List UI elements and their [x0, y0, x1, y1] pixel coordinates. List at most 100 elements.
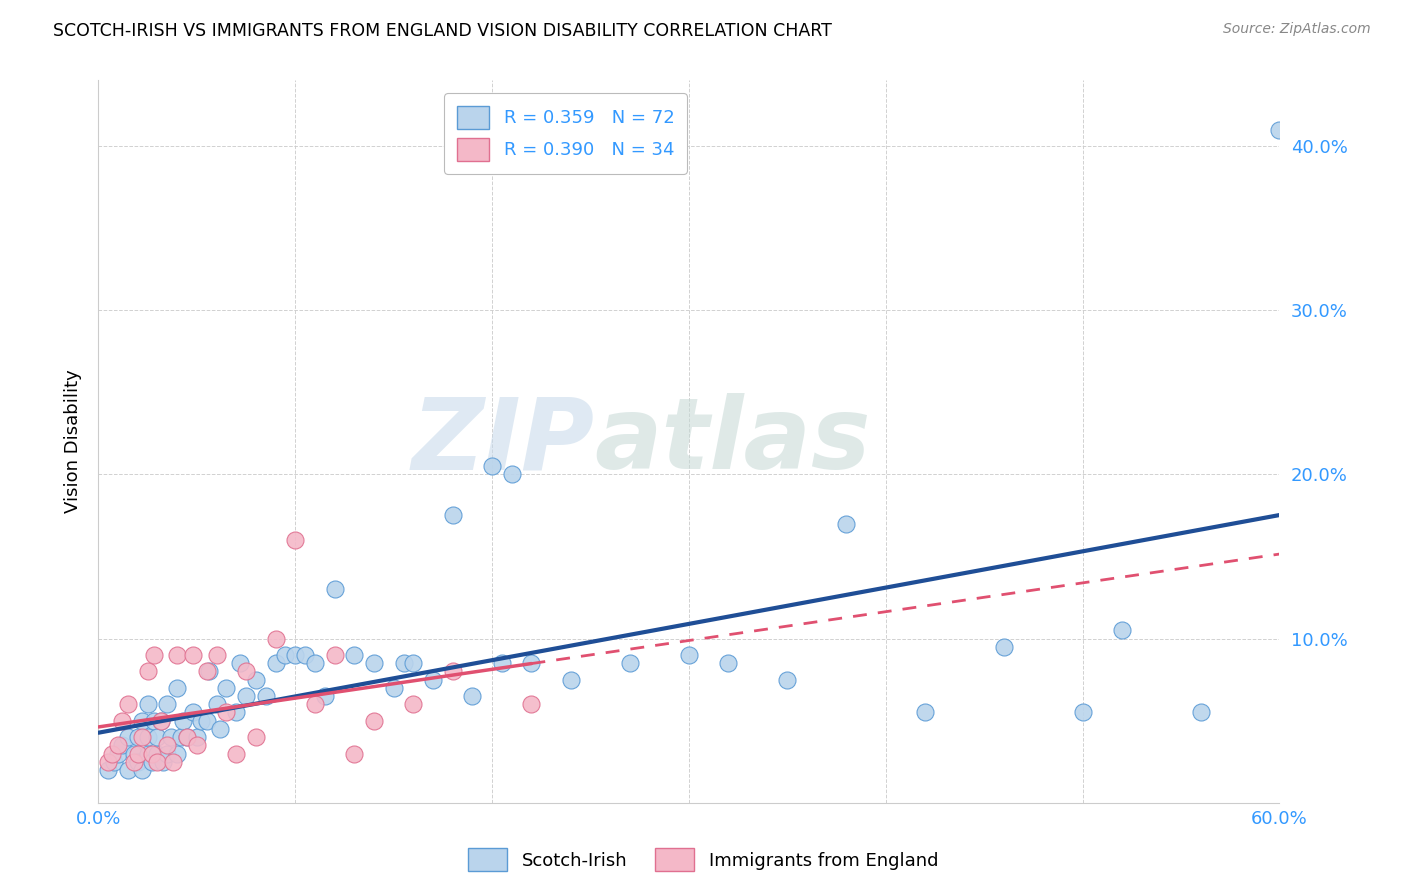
Legend: Scotch-Irish, Immigrants from England: Scotch-Irish, Immigrants from England [461, 841, 945, 879]
Point [122, 755, 145, 769]
Point [392, 657, 415, 671]
Point [304, 698, 326, 712]
Point [186, 730, 208, 744]
Legend: R = 0.359   N = 72, R = 0.390   N = 34: R = 0.359 N = 72, R = 0.390 N = 34 [444, 93, 688, 174]
Point [117, 763, 139, 777]
Point [245, 730, 267, 744]
Point [111, 714, 134, 728]
Point [382, 681, 405, 695]
Point [402, 698, 425, 712]
Point [111, 739, 134, 753]
Point [166, 648, 188, 662]
Point [441, 665, 464, 679]
Point [560, 673, 582, 687]
Point [205, 698, 228, 712]
Point [1189, 706, 1212, 720]
Point [127, 747, 149, 761]
Point [481, 459, 503, 474]
Point [181, 648, 204, 662]
Point [160, 730, 183, 744]
Point [166, 681, 188, 695]
Point [117, 698, 139, 712]
Point [131, 763, 153, 777]
Point [520, 657, 543, 671]
Point [136, 747, 159, 761]
Point [117, 730, 139, 744]
Point [402, 657, 425, 671]
Point [304, 657, 326, 671]
Point [323, 582, 346, 597]
Point [142, 648, 165, 662]
Point [501, 467, 523, 482]
Point [422, 673, 444, 687]
Text: ZIP: ZIP [412, 393, 595, 490]
Point [205, 648, 228, 662]
Point [491, 657, 513, 671]
Point [107, 739, 129, 753]
Point [363, 714, 385, 728]
Point [131, 730, 153, 744]
Point [195, 665, 218, 679]
Point [146, 730, 169, 744]
Point [619, 657, 641, 671]
Point [150, 714, 173, 728]
Point [166, 747, 188, 761]
Point [197, 665, 219, 679]
Point [215, 681, 238, 695]
Point [176, 730, 198, 744]
Point [172, 714, 194, 728]
Text: SCOTCH-IRISH VS IMMIGRANTS FROM ENGLAND VISION DISABILITY CORRELATION CHART: SCOTCH-IRISH VS IMMIGRANTS FROM ENGLAND … [53, 22, 832, 40]
Point [274, 648, 297, 662]
Point [195, 714, 218, 728]
Point [152, 755, 174, 769]
Point [131, 714, 153, 728]
Point [678, 648, 700, 662]
Text: Source: ZipAtlas.com: Source: ZipAtlas.com [1223, 22, 1371, 37]
Point [717, 657, 740, 671]
Point [107, 747, 129, 761]
Point [156, 747, 179, 761]
Point [181, 706, 204, 720]
Point [229, 657, 252, 671]
Point [993, 640, 1015, 654]
Point [441, 508, 464, 523]
Point [254, 689, 277, 703]
Point [156, 698, 179, 712]
Point [127, 755, 149, 769]
Point [461, 689, 484, 703]
Point [284, 533, 307, 547]
Point [97, 763, 120, 777]
Y-axis label: Vision Disability: Vision Disability [63, 369, 82, 514]
Point [190, 714, 212, 728]
Point [264, 657, 287, 671]
Point [136, 730, 159, 744]
Point [343, 648, 366, 662]
Point [122, 747, 145, 761]
Point [146, 747, 169, 761]
Point [363, 657, 385, 671]
Point [97, 755, 120, 769]
Point [323, 648, 346, 662]
Point [776, 673, 799, 687]
Point [1111, 624, 1133, 638]
Point [914, 706, 936, 720]
Point [1268, 122, 1291, 136]
Point [136, 698, 159, 712]
Text: atlas: atlas [595, 393, 870, 490]
Point [186, 739, 208, 753]
Point [284, 648, 307, 662]
Point [127, 730, 149, 744]
Point [835, 516, 858, 531]
Point [209, 722, 232, 736]
Point [343, 747, 366, 761]
Point [103, 755, 125, 769]
Point [136, 665, 159, 679]
Point [141, 755, 163, 769]
Point [235, 689, 257, 703]
Point [150, 714, 173, 728]
Point [294, 648, 316, 662]
Point [176, 730, 198, 744]
Point [314, 689, 336, 703]
Point [225, 706, 247, 720]
Point [264, 632, 287, 646]
